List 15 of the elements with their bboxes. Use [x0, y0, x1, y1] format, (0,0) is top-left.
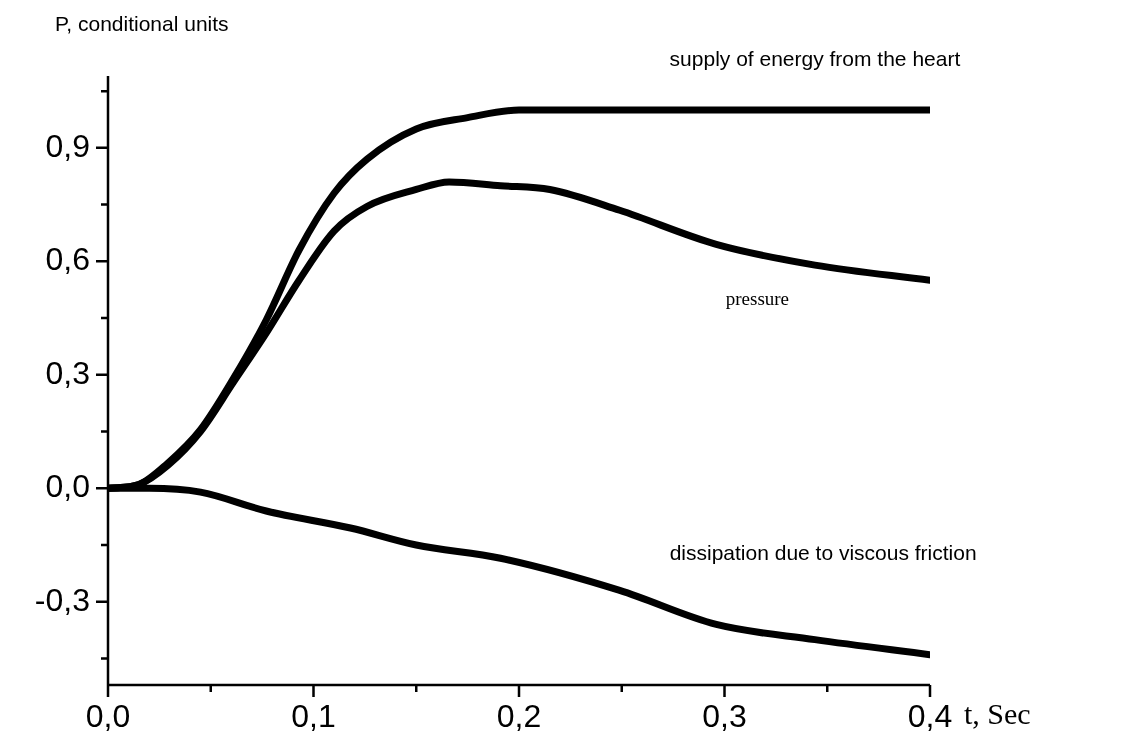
x-tick-label: 0,4: [907, 698, 953, 735]
x-tick-label: 0,3: [702, 698, 747, 735]
series-label: supply of energy from the heart: [669, 46, 961, 70]
series-label: dissipation due to viscous friction: [669, 541, 977, 565]
y-tick-label: 0,0: [45, 468, 90, 505]
y-tick-label: 0,9: [45, 127, 90, 164]
y-tick-label: -0,3: [34, 581, 90, 618]
y-tick-label: 0,3: [45, 354, 90, 391]
x-axis-title: t, Sec: [964, 697, 1031, 731]
y-axis-title: P, conditional units: [55, 12, 229, 36]
y-tick-label: 0,6: [45, 241, 90, 278]
x-tick-label: 0,2: [496, 698, 542, 735]
series-label: pressure: [725, 287, 790, 309]
x-tick-label: 0,0: [85, 698, 131, 735]
x-tick-label: 0,1: [291, 698, 336, 735]
